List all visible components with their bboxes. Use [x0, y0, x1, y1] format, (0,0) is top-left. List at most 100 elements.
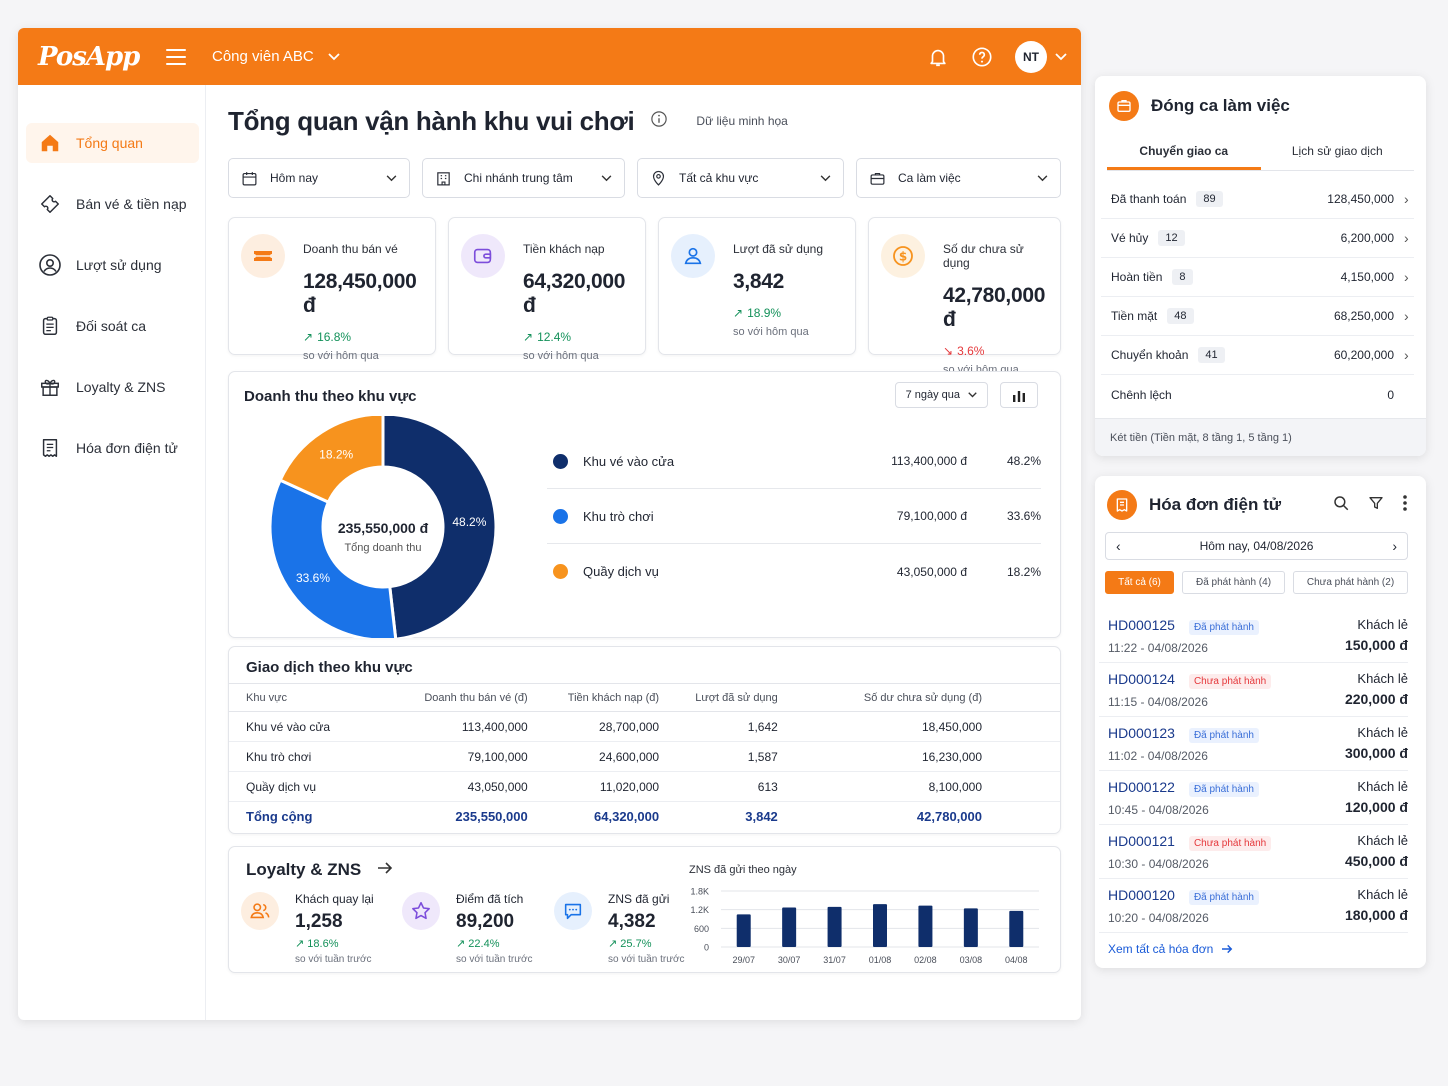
- area-filter[interactable]: Tất cả khu vực: [637, 158, 844, 198]
- donut-slice[interactable]: [268, 478, 398, 638]
- search-icon[interactable]: [1332, 494, 1350, 517]
- user-menu[interactable]: NT: [1015, 40, 1067, 73]
- chevron-down-icon: [968, 392, 977, 398]
- arrow-right-icon[interactable]: [377, 861, 393, 880]
- ticket-icon: [241, 234, 285, 278]
- invoice-row[interactable]: HD000125 Đã phát hành 11:22 - 04/08/2026 …: [1099, 609, 1408, 663]
- date-filter[interactable]: Hôm nay: [228, 158, 410, 198]
- date-filter-value: Hôm nay: [270, 171, 319, 185]
- invoice-row[interactable]: HD000124 Chưa phát hành 11:15 - 04/08/202…: [1099, 663, 1408, 717]
- current-date: Hôm nay, 04/08/2026: [1199, 539, 1314, 553]
- filter-icon[interactable]: [1368, 495, 1384, 516]
- invoice-customer: Khách lẻ: [1357, 833, 1408, 848]
- status-badge: Đã phát hành: [1188, 728, 1259, 743]
- chevron-left-icon[interactable]: ‹: [1116, 538, 1121, 554]
- legend-row[interactable]: Quầy dịch vụ 43,050,000 đ 18.2%: [547, 544, 1041, 599]
- donut-slice[interactable]: [381, 416, 498, 638]
- filter-not-issued[interactable]: Chưa phát hành (2): [1293, 571, 1408, 594]
- chart-type-button[interactable]: [1000, 382, 1038, 408]
- table-cell: 1,642: [659, 711, 778, 742]
- row-value: 0: [1387, 387, 1394, 402]
- period-select[interactable]: 7 ngày qua: [894, 382, 988, 408]
- tab-history[interactable]: Lịch sử giao dịch: [1291, 144, 1383, 158]
- invoice-row[interactable]: HD000122 Đã phát hành 10:45 - 04/08/2026 …: [1099, 771, 1408, 825]
- cash-drawer-note: Két tiền (Tiền mặt, 8 tầng 1, 5 tầng 1): [1095, 418, 1426, 456]
- x-tick-label: 29/07: [732, 955, 755, 965]
- bar[interactable]: [827, 906, 842, 947]
- park-name: Công viên ABC: [212, 48, 314, 65]
- legend-row[interactable]: Khu trò chơi 79,100,000 đ 33.6%: [547, 489, 1041, 544]
- filter-issued[interactable]: Đã phát hành (4): [1182, 571, 1285, 594]
- user-icon: [671, 234, 715, 278]
- kpi-change-value: 3.6%: [957, 344, 985, 358]
- invoice-row[interactable]: HD000123 Đã phát hành 11:02 - 04/08/2026 …: [1099, 717, 1408, 771]
- sidebar-item-overview[interactable]: Tổng quan: [26, 123, 199, 163]
- menu-icon[interactable]: [166, 48, 186, 65]
- card-title: Doanh thu theo khu vực: [244, 388, 417, 405]
- table-cell: Khu vé vào cửa: [229, 711, 379, 742]
- bar[interactable]: [918, 905, 933, 947]
- shift-row-cancelled[interactable]: Vé hủy 12 6,200,000 ›: [1101, 219, 1414, 258]
- shift-row-refund[interactable]: Hoàn tiền 8 4,150,000 ›: [1101, 258, 1414, 297]
- bar[interactable]: [736, 914, 751, 947]
- star-icon: [402, 892, 440, 930]
- sidebar-item-einvoice[interactable]: Hóa đơn điện tử: [26, 428, 199, 468]
- kpi-topup[interactable]: Tiền khách nạp 64,320,000 đ ↗ 12.4% so vớ…: [448, 217, 646, 362]
- donut-slice[interactable]: [278, 416, 385, 505]
- invoice-amount: 450,000 đ: [1344, 853, 1408, 869]
- loyalty-metric-zns[interactable]: ZNS đã gửi 4,382 ↗ 25.7% so với tuần trư…: [554, 892, 685, 965]
- row-label: Chênh lệch: [1111, 387, 1172, 402]
- branch-filter-value: Chi nhánh trung tâm: [464, 171, 573, 185]
- kpi-usage[interactable]: Lượt đã sử dụng 3,842 ↗ 18.9% so với hôm …: [658, 217, 856, 355]
- more-vertical-icon[interactable]: [1402, 494, 1408, 517]
- sidebar-item-reconcile[interactable]: Đối soát ca: [26, 306, 199, 346]
- revenue-legend: Khu vé vào cửa 113,400,000 đ 48.2% Khu t…: [547, 434, 1041, 599]
- legend-pct: 18.2%: [1006, 564, 1041, 579]
- invoice-code: HD000125: [1108, 617, 1175, 633]
- metric-sub: so với tuần trước: [608, 954, 685, 965]
- metric-change-value: 22.4%: [468, 938, 500, 950]
- bar[interactable]: [1009, 910, 1024, 947]
- bell-icon[interactable]: [927, 46, 949, 68]
- bar[interactable]: [782, 907, 797, 947]
- invoice-row[interactable]: HD000121 Chưa phát hành 10:30 - 04/08/202…: [1099, 825, 1408, 879]
- kpi-label: Số dư chưa sử dụng: [943, 242, 1024, 270]
- invoice-row[interactable]: HD000120 Đã phát hành 10:20 - 04/08/2026 …: [1099, 879, 1408, 933]
- column-header: Lượt đã sử dụng: [659, 683, 778, 712]
- legend-row[interactable]: Khu vé vào cửa 113,400,000 đ 48.2%: [547, 434, 1041, 489]
- chevron-right-icon[interactable]: ›: [1392, 538, 1397, 554]
- bar[interactable]: [873, 904, 887, 947]
- table-cell: 613: [659, 771, 778, 802]
- park-selector[interactable]: Công viên ABC: [212, 48, 340, 65]
- shift-row-transfer[interactable]: Chuyển khoản 41 60,200,000 ›: [1101, 336, 1414, 375]
- card-title: Loyalty & ZNS: [246, 860, 362, 879]
- receipt-icon: [38, 436, 62, 460]
- sidebar-item-usage[interactable]: Lượt sử dụng: [26, 245, 199, 285]
- x-tick-label: 01/08: [869, 955, 892, 965]
- branch-filter[interactable]: Chi nhánh trung tâm: [422, 158, 625, 198]
- sidebar-item-loyalty[interactable]: Loyalty & ZNS: [26, 367, 199, 407]
- kpi-unused-balance[interactable]: $ Số dư chưa sử dụng 42,780,000 đ ↘ 3.6% …: [868, 217, 1061, 376]
- table-cell: Tổng cộng: [246, 809, 313, 825]
- view-all-invoices-link[interactable]: Xem tất cả hóa đơn: [1108, 942, 1233, 956]
- loyalty-metric-returning[interactable]: Khách quay lại 1,258 ↗ 18.6% so với tuần…: [241, 892, 374, 965]
- invoice-code: HD000121: [1108, 833, 1175, 849]
- shift-row-cash[interactable]: Tiền mặt 48 68,250,000 ›: [1101, 297, 1414, 336]
- x-tick-label: 02/08: [914, 955, 937, 965]
- loyalty-metric-points[interactable]: Điểm đã tích 89,200 ↗ 22.4% so với tuần …: [402, 892, 533, 965]
- tab-handover[interactable]: Chuyển giao ca: [1107, 136, 1261, 170]
- app-logo[interactable]: PosApp: [38, 41, 140, 72]
- info-icon[interactable]: [650, 110, 668, 133]
- filter-all[interactable]: Tất cả (6): [1105, 571, 1174, 594]
- table-row[interactable]: Khu vé vào cửa 113,400,000 28,700,000 1,…: [229, 711, 1060, 742]
- shift-row-paid[interactable]: Đã thanh toán 89 128,450,000 ›: [1101, 180, 1414, 219]
- table-row[interactable]: Quầy dịch vụ 43,050,000 11,020,000 613 8…: [229, 771, 1060, 802]
- chevron-down-icon: [386, 174, 397, 181]
- kpi-ticket-revenue[interactable]: Doanh thu bán vé 128,450,000 đ ↗ 16.8% so…: [228, 217, 436, 362]
- shift-filter[interactable]: Ca làm việc: [856, 158, 1061, 198]
- sidebar-item-tickets[interactable]: Bán vé & tiền nạp: [26, 184, 199, 224]
- table-row[interactable]: Khu trò chơi 79,100,000 24,600,000 1,587…: [229, 741, 1060, 772]
- help-icon[interactable]: [971, 46, 993, 68]
- bar[interactable]: [963, 908, 978, 947]
- metric-change: ↗ 18.6%: [295, 938, 339, 950]
